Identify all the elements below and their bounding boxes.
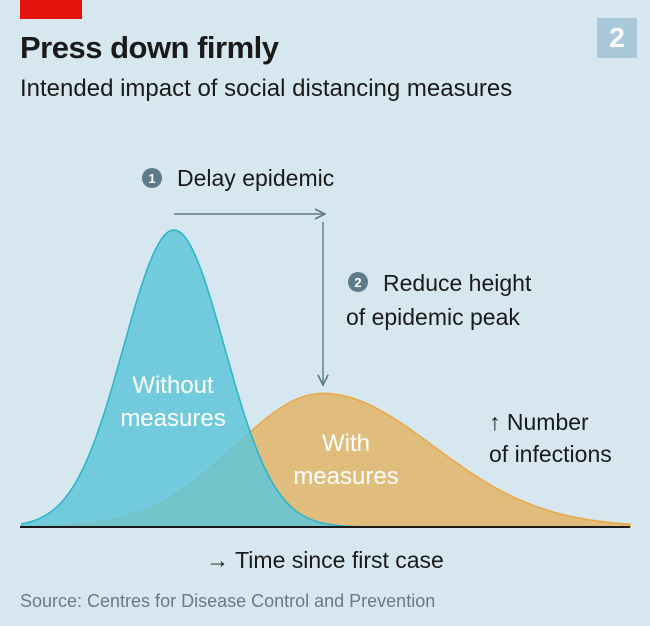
chart-number-badge: 2 [597, 18, 637, 58]
chart-subtitle: Intended impact of social distancing mea… [20, 75, 513, 102]
with-label-line1: With [322, 430, 370, 457]
annotation-1-circle [142, 168, 162, 188]
brand-red-bar [20, 0, 82, 19]
y-axis-label-line1: ↑ Number [489, 409, 589, 435]
annotation-1-number: 1 [148, 171, 155, 186]
y-axis-label-line2: of infections [489, 441, 612, 467]
without-label-line1: Without [132, 372, 214, 399]
annotation-2-circle [348, 272, 368, 292]
x-axis-label: → Time since first case [206, 547, 444, 573]
annotation-1-text: Delay epidemic [177, 165, 334, 191]
annotation-2-text-line1: Reduce height [383, 270, 532, 296]
with-label-line2: measures [293, 463, 398, 490]
without-label-line2: measures [120, 405, 225, 432]
annotation-2-text-line2: of epidemic peak [346, 304, 520, 330]
chart-title: Press down firmly [20, 30, 279, 65]
annotation-2-number: 2 [354, 275, 361, 290]
source-note: Source: Centres for Disease Control and … [20, 591, 436, 611]
